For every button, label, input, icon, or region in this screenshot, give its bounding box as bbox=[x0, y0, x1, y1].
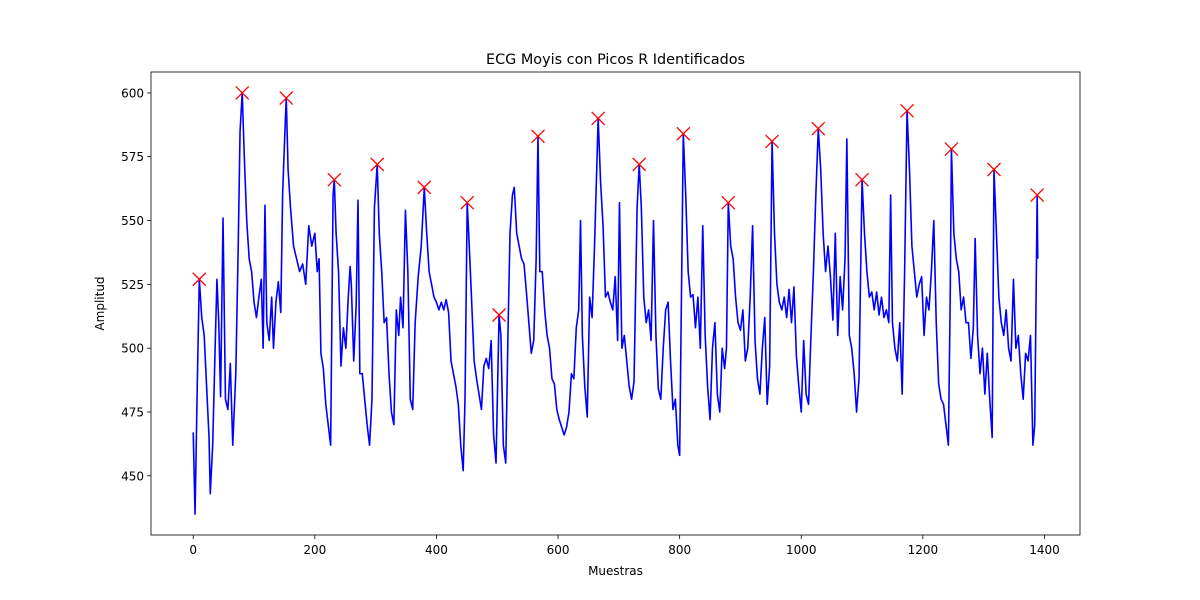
peak-marker bbox=[944, 142, 959, 157]
y-tick-label: 450 bbox=[121, 469, 144, 483]
y-tick-label: 500 bbox=[121, 342, 144, 356]
x-tick-label: 1200 bbox=[908, 543, 939, 557]
plot-frame bbox=[150, 71, 1081, 536]
x-tick-label: 1000 bbox=[786, 543, 817, 557]
peak-marker bbox=[676, 126, 691, 141]
x-tick-label: 0 bbox=[189, 543, 197, 557]
peak-marker bbox=[417, 180, 432, 195]
peak-marker bbox=[327, 172, 342, 187]
y-axis-label: Amplitud bbox=[93, 276, 107, 330]
x-tick-label: 600 bbox=[547, 543, 570, 557]
peak-marker bbox=[192, 272, 207, 287]
peak-marker bbox=[460, 195, 475, 210]
chart-title: ECG Moyis con Picos R Identificados bbox=[486, 52, 745, 68]
y-tick-label: 575 bbox=[121, 150, 144, 164]
peak-marker bbox=[370, 157, 385, 172]
x-axis-label: Muestras bbox=[588, 564, 643, 578]
peak-marker bbox=[632, 157, 647, 172]
peak-marker bbox=[492, 308, 507, 322]
x-tick-label: 200 bbox=[303, 543, 326, 557]
y-tick-label: 550 bbox=[121, 214, 144, 228]
peak-marker bbox=[987, 162, 1001, 177]
peak-marker bbox=[765, 134, 780, 149]
y-tick-label: 600 bbox=[121, 86, 144, 100]
peak-marker bbox=[591, 111, 606, 126]
peak-marker bbox=[235, 85, 250, 100]
peak-marker bbox=[721, 195, 736, 210]
ecg-line bbox=[192, 92, 1039, 515]
peak-marker bbox=[531, 129, 545, 144]
x-tick-label: 400 bbox=[425, 543, 448, 557]
peak-marker bbox=[855, 172, 870, 187]
peak-marker bbox=[811, 121, 826, 136]
x-tick-label: 800 bbox=[668, 543, 691, 557]
peak-marker bbox=[279, 91, 294, 105]
y-tick-label: 525 bbox=[121, 278, 144, 292]
y-tick-label: 475 bbox=[121, 405, 144, 419]
x-tick-label: 1400 bbox=[1029, 543, 1060, 557]
peak-marker bbox=[900, 103, 915, 118]
peak-marker bbox=[1030, 188, 1045, 202]
